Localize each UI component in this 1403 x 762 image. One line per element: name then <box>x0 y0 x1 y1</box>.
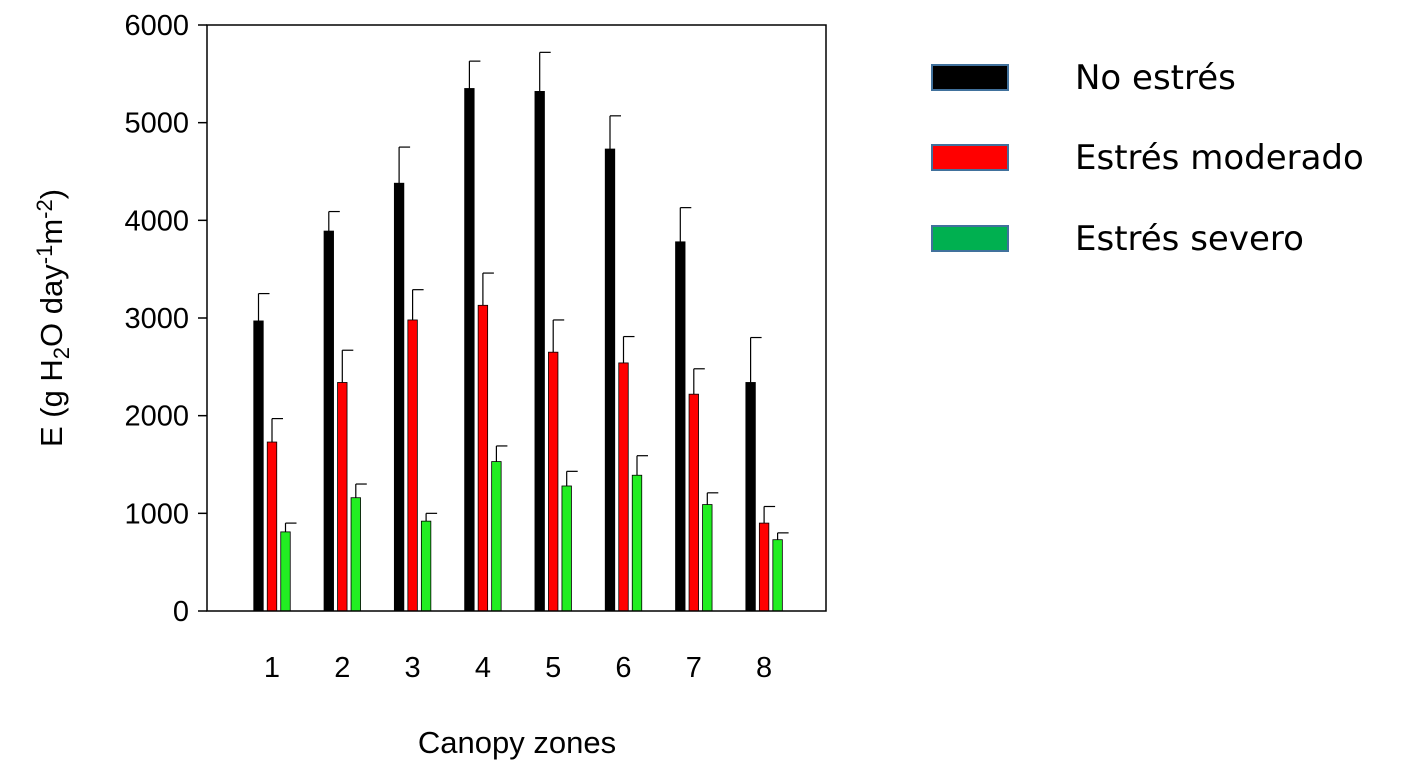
bar <box>772 539 783 612</box>
legend-swatch <box>931 144 1009 171</box>
bar <box>758 522 770 612</box>
bar <box>745 382 756 612</box>
bar <box>337 382 348 612</box>
bar <box>702 504 713 612</box>
bar <box>266 441 278 612</box>
bar <box>393 182 405 612</box>
x-tick-label: 4 <box>475 652 491 684</box>
legend-item: Estrés severo <box>931 219 1304 259</box>
bar <box>464 88 475 612</box>
legend-item: Estrés moderado <box>931 138 1364 178</box>
x-tick-label: 5 <box>545 652 561 684</box>
y-tick-label: 4000 <box>124 205 189 237</box>
y-axis-title: E (g H2O day-1m-2) <box>32 189 73 447</box>
plot-frame <box>206 24 827 612</box>
bar <box>675 241 686 612</box>
y-tick-label: 2000 <box>124 401 189 433</box>
bar <box>323 230 334 612</box>
x-tick-label: 1 <box>264 652 280 684</box>
x-axis: 1 2 3 4 5 6 7 8 <box>264 652 772 684</box>
bar <box>420 520 432 612</box>
bar <box>534 91 545 612</box>
legend-label: Estrés severo <box>1075 219 1304 259</box>
legend-swatch <box>931 64 1009 91</box>
bar <box>548 351 559 612</box>
y-tick-label: 3000 <box>124 303 189 335</box>
bar <box>491 461 502 612</box>
bar <box>604 148 616 612</box>
bar <box>280 531 291 612</box>
bar <box>561 485 572 612</box>
x-tick-label: 6 <box>615 652 631 684</box>
y-tick-label: 5000 <box>124 108 189 140</box>
bar <box>688 393 699 612</box>
legend-item: No estrés <box>931 58 1236 98</box>
bar <box>477 304 489 612</box>
bar <box>631 474 643 612</box>
x-tick-label: 8 <box>756 652 772 684</box>
bar <box>253 320 264 612</box>
legend-label: Estrés moderado <box>1075 138 1364 178</box>
bar <box>618 362 629 612</box>
y-tick-label: 1000 <box>124 498 189 530</box>
x-axis-title: Canopy zones <box>418 725 616 760</box>
legend: No estrés Estrés moderado Estrés severo <box>931 58 1364 259</box>
x-tick-label: 7 <box>686 652 702 684</box>
x-tick-label: 3 <box>405 652 421 684</box>
x-tick-label: 2 <box>334 652 350 684</box>
bar <box>407 319 418 612</box>
y-tick-label: 0 <box>173 596 189 628</box>
plot-area <box>253 51 789 612</box>
y-tick-label: 6000 <box>124 10 189 42</box>
bar <box>350 497 361 612</box>
legend-swatch <box>931 225 1009 252</box>
y-axis: 0 1000 2000 3000 4000 5000 6000 <box>124 10 207 628</box>
legend-label: No estrés <box>1075 58 1236 98</box>
